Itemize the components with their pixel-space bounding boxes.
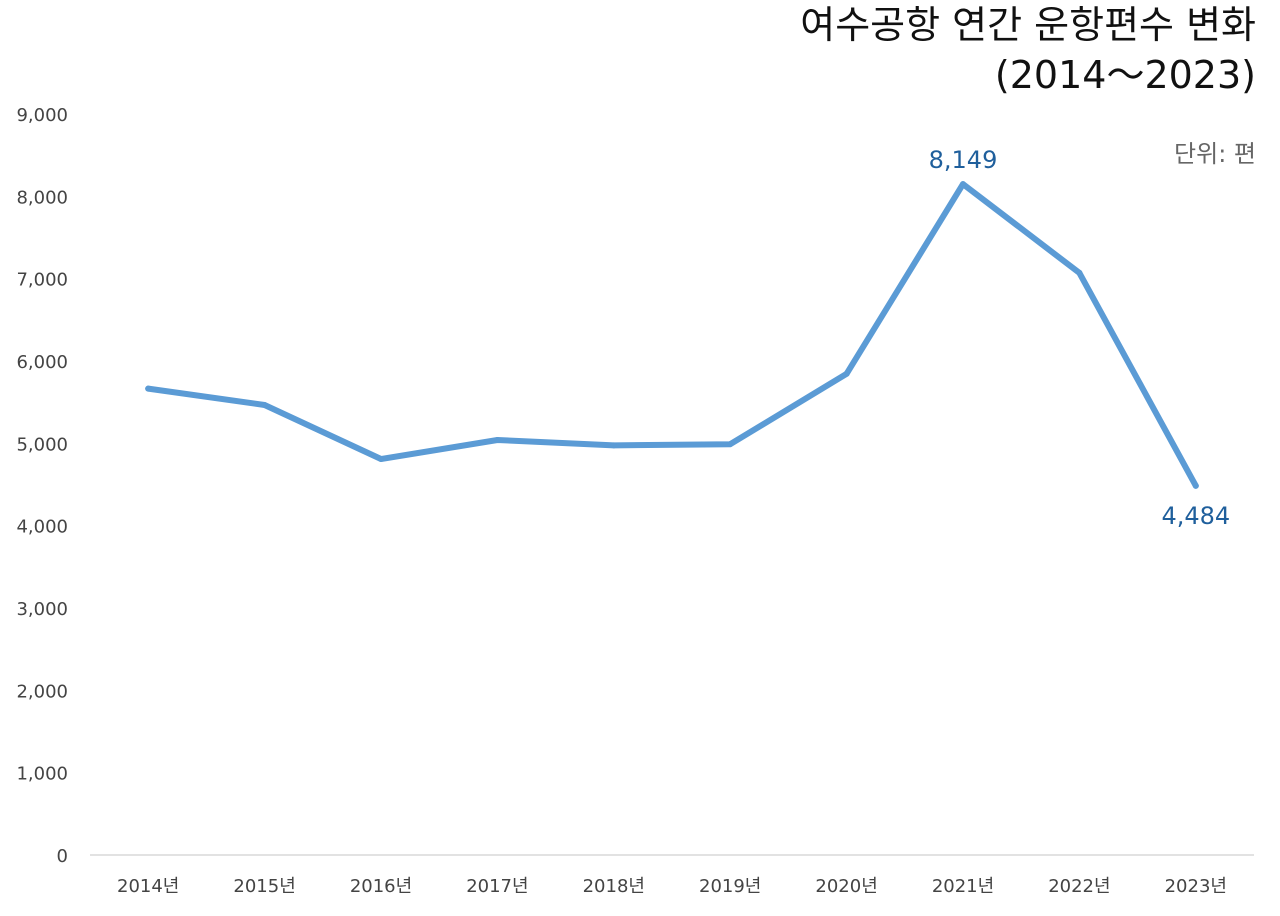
x-tick-label: 2022년 — [1048, 876, 1110, 897]
x-tick-label: 2015년 — [233, 876, 295, 897]
y-tick-label: 0 — [57, 846, 68, 867]
data-point — [843, 370, 850, 377]
y-tick-label: 3,000 — [16, 599, 68, 620]
data-point — [727, 441, 734, 448]
unit-label: 단위: 편 — [1174, 140, 1256, 168]
x-tick-label: 2019년 — [699, 876, 761, 897]
data-point — [610, 442, 617, 449]
y-tick-label: 1,000 — [16, 764, 68, 785]
data-label: 8,149 — [929, 146, 998, 174]
data-point — [1076, 269, 1083, 276]
x-tick-label: 2020년 — [815, 876, 877, 897]
y-tick-label: 2,000 — [16, 681, 68, 702]
x-tick-label: 2016년 — [350, 876, 412, 897]
x-tick-label: 2014년 — [117, 876, 179, 897]
x-tick-label: 2021년 — [932, 876, 994, 897]
x-tick-label: 2018년 — [583, 876, 645, 897]
data-point — [145, 385, 152, 392]
chart-subtitle-line: (2014～2023) — [994, 53, 1256, 97]
y-tick-label: 4,000 — [16, 517, 68, 538]
y-tick-label: 7,000 — [16, 270, 68, 291]
data-point — [261, 402, 268, 409]
chart-title: 여수공항 연간 운항편수 변화 (2014～2023) — [800, 0, 1256, 100]
x-tick-label: 2023년 — [1165, 876, 1227, 897]
data-point — [960, 181, 966, 188]
series-line — [145, 181, 1199, 489]
y-tick-label: 8,000 — [16, 187, 68, 208]
y-tick-label: 5,000 — [16, 434, 68, 455]
y-tick-label: 6,000 — [16, 352, 68, 373]
y-tick-label: 9,000 — [16, 105, 68, 126]
data-point — [494, 437, 501, 444]
data-label: 4,484 — [1161, 502, 1230, 530]
data-point — [378, 455, 384, 462]
data-point — [1192, 482, 1199, 489]
x-tick-label: 2017년 — [466, 876, 528, 897]
chart-title-line: 여수공항 연간 운항편수 변화 — [800, 3, 1256, 47]
